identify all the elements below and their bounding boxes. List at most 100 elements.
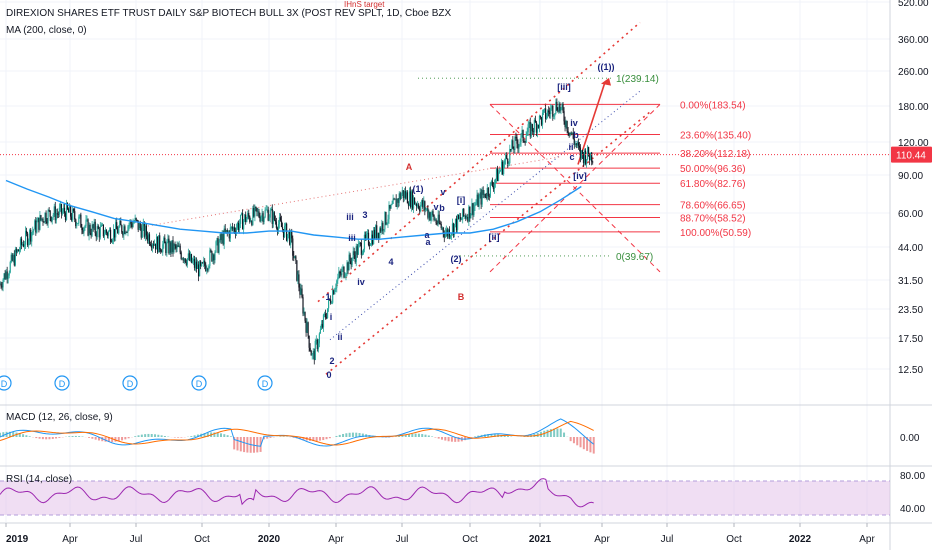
wave-label: v [440,187,445,197]
candle-body [391,203,393,205]
candle-body [533,119,535,133]
macd-histogram-bar [236,437,239,451]
candle-body [172,240,174,252]
candle-body [584,150,587,164]
candle-body [28,240,30,246]
macd-histogram-bar [239,437,242,452]
candle-body [329,298,331,300]
candle-body [181,258,183,260]
candle-body [565,120,567,128]
macd-line [0,418,595,447]
candle-body [313,350,315,361]
candle-body [137,220,139,230]
candle-body [289,231,291,245]
dividend-marker [54,375,70,391]
macd-histogram-bar [457,437,460,442]
candle-body [468,206,470,222]
macd-histogram-bar [579,437,582,448]
candle-body [154,243,157,250]
candle-body [85,219,87,226]
candle-body [562,104,564,112]
candle-body [473,206,475,216]
candle-body [454,218,457,224]
price-tick-label: 12.50 [898,365,923,376]
macd-histogram-bar [74,435,77,437]
candle-body [107,231,110,236]
candle-body [456,214,459,231]
macd-histogram-bar [427,435,430,437]
dividend-marker-label: D [262,379,269,389]
candle-body [590,152,592,161]
macd-histogram-bar [68,436,71,437]
candle-body [369,244,372,246]
time-tick-label: Oct [194,534,210,545]
candle-body [106,232,109,236]
candle-body [93,221,95,229]
candle-body [543,108,546,110]
candle-body [477,194,479,207]
dividend-marker-label: D [59,379,66,389]
macd-histogram-bar [572,437,575,444]
candle-body [506,155,508,159]
macd-histogram-bar [8,431,11,437]
macd-histogram-bar [2,432,5,437]
candle-body [174,244,176,246]
candle-body [228,231,230,239]
candle-body [65,203,68,220]
macd-pane [0,418,595,454]
candle-body [379,228,381,239]
candle-body [437,214,439,225]
candle-body [505,155,507,161]
candle-body [450,233,453,236]
candle-body [465,215,467,219]
candle-body [312,350,314,355]
candle-body [501,161,503,171]
candle-body [406,192,409,204]
candle-body [147,234,150,241]
price-tick-label: 360.00 [898,35,929,46]
macd-histogram-bar [114,437,117,442]
candle-body [109,229,112,242]
candle-body [582,154,585,163]
wave-label: iii [348,233,356,243]
macd-histogram-bar [553,428,556,437]
candle-body [218,242,220,253]
candle-body [242,213,244,230]
candle-body [300,288,302,295]
candle-body [337,277,339,281]
macd-histogram-bar [150,433,153,437]
candle-body [340,273,342,276]
candle-body [328,298,330,309]
candle-body [223,228,225,245]
candle-body [341,269,343,276]
candle-body [197,264,200,277]
wave-label: [i] [457,195,466,205]
macd-histogram-bar [41,437,44,440]
candle-body [387,219,389,224]
candle-body [532,130,534,133]
candle-body [551,105,553,109]
candle-body [393,198,395,200]
rsi-legend: RSI (14, close) [6,474,73,485]
candle-body [588,147,590,156]
macd-histogram-bar [121,437,124,441]
candle-body [220,234,222,241]
candle-body [285,223,287,226]
candle-body [382,222,384,231]
candle-body [60,203,63,214]
candle-body [520,133,522,143]
candle-body [362,249,365,254]
candle-body [400,193,402,199]
candle-body [73,208,75,212]
macd-histogram-bar [134,436,137,437]
dividend-marker-label: D [1,379,8,389]
candle-body [128,225,130,227]
candle-body [217,238,219,253]
candle-body [376,225,378,238]
price-tick-label: 31.50 [898,276,923,287]
candle-body [11,254,13,261]
candle-body [35,220,37,233]
candle-body [82,230,84,233]
candle-body [433,214,435,221]
